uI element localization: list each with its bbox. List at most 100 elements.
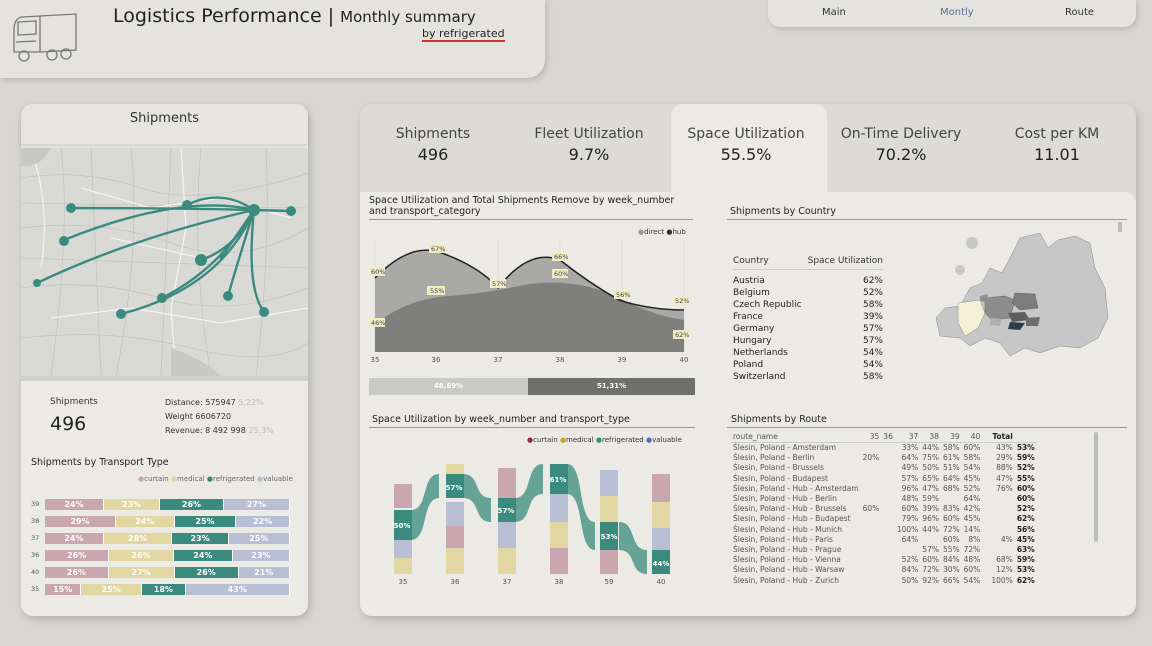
- transport-bar-segment[interactable]: 26%: [174, 567, 239, 578]
- transport-bar-segment[interactable]: 29%: [45, 516, 117, 527]
- route-column-header[interactable]: 37: [908, 432, 919, 441]
- route-row[interactable]: Ślesin, Poland - Hub - Paris 64% 60% 8% 4% 45…: [731, 535, 1037, 545]
- transport-bar-segment[interactable]: 43%: [185, 584, 290, 595]
- transport-bar-segment[interactable]: 15%: [45, 584, 82, 595]
- transport-bar-row[interactable]: 29% 24% 25% 22%: [45, 516, 290, 527]
- transport-bar-segment[interactable]: 27%: [223, 499, 290, 510]
- ribbon-segment[interactable]: [394, 538, 412, 558]
- ribbon-segment[interactable]: [600, 496, 618, 522]
- ribbon-segment[interactable]: [498, 468, 516, 498]
- route-column-header[interactable]: Total: [992, 432, 1013, 441]
- ribbon-segment-refrigerated[interactable]: [394, 510, 412, 540]
- transport-bar-row[interactable]: 15% 25% 18% 43%: [45, 584, 290, 595]
- tab-fleet-utilization[interactable]: Fleet Utilization 9.7%: [534, 126, 644, 164]
- route-row[interactable]: Ślesin, Poland - Hub - Prague 57% 55% 72% 63…: [731, 545, 1037, 555]
- transport-bar-segment[interactable]: 26%: [45, 550, 110, 561]
- ribbon-chart[interactable]: 50% 57% 57% 61% 53% 44% 35 36 37 38 59 40: [369, 450, 695, 590]
- split-bar-hub[interactable]: 51,31%: [528, 378, 695, 395]
- transport-bar-segment[interactable]: 23%: [233, 550, 290, 561]
- transport-bar-segment[interactable]: 24%: [45, 499, 104, 510]
- transport-bar-row[interactable]: 24% 23% 26% 27%: [45, 499, 290, 510]
- route-row[interactable]: Ślesin, Poland - Amsterdam 33% 44% 58% 60% 43…: [731, 443, 1037, 453]
- route-column-header[interactable]: route_name: [733, 432, 778, 441]
- country-scrollbar[interactable]: [1118, 222, 1122, 232]
- ribbon-segment[interactable]: [652, 474, 670, 502]
- transport-bar-row[interactable]: 26% 26% 24% 23%: [45, 550, 290, 561]
- transport-bar-segment[interactable]: 24%: [116, 516, 175, 527]
- route-column-header[interactable]: 39: [950, 432, 960, 441]
- transport-bar-segment[interactable]: 24%: [173, 550, 234, 561]
- route-row[interactable]: Ślesin, Poland - Hub - Vienna 52% 60% 84% 48…: [731, 555, 1037, 565]
- ribbon-segment[interactable]: [550, 522, 568, 548]
- ribbon-segment[interactable]: [498, 548, 516, 574]
- ribbon-segment[interactable]: [446, 464, 464, 474]
- tab-cost-per-km[interactable]: Cost per KM 11.01: [1014, 126, 1100, 164]
- country-row[interactable]: France 39%: [733, 311, 883, 323]
- ribbon-segment-refrigerated[interactable]: [652, 550, 670, 574]
- route-column-header[interactable]: 40: [970, 432, 981, 441]
- transport-bar-segment[interactable]: 23%: [172, 533, 229, 544]
- route-row[interactable]: Ślesin, Poland - Hub - Amsterdam 96% 47% 68…: [731, 484, 1037, 494]
- transport-bar-segment[interactable]: 23%: [103, 499, 161, 510]
- split-bar-direct[interactable]: 48,69%: [369, 378, 528, 395]
- transport-bar-segment[interactable]: 24%: [45, 533, 104, 544]
- ribbon-segment[interactable]: [652, 528, 670, 550]
- ribbon-segment[interactable]: [600, 470, 618, 496]
- ribbon-segment[interactable]: [550, 494, 568, 522]
- transport-bar-segment[interactable]: 25%: [81, 584, 143, 595]
- transport-bar-segment[interactable]: 25%: [174, 516, 237, 527]
- ribbon-segment[interactable]: [498, 522, 516, 548]
- country-row[interactable]: Germany 57%: [733, 323, 883, 335]
- ribbon-segment[interactable]: [550, 548, 568, 574]
- route-column-header[interactable]: 35: [869, 432, 880, 441]
- route-scrollbar[interactable]: [1094, 432, 1098, 542]
- ribbon-segment[interactable]: [394, 484, 412, 508]
- tab-space-utilization[interactable]: Space Utilization 55.5%: [687, 126, 805, 164]
- route-row[interactable]: Ślesin, Poland - Brussels 49% 50% 51% 54% 88%…: [731, 463, 1037, 473]
- ribbon-segment[interactable]: [446, 548, 464, 574]
- route-row[interactable]: Ślesin, Poland - Budapest 57% 65% 64% 45% 47%…: [731, 474, 1037, 484]
- shipments-map[interactable]: [21, 148, 308, 376]
- country-row[interactable]: Austria 62%: [733, 275, 883, 287]
- transport-bar-segment[interactable]: 18%: [142, 584, 186, 595]
- route-row[interactable]: Ślesin, Poland - Hub - Zurich 50% 92% 66% 54…: [731, 576, 1037, 586]
- country-row[interactable]: Netherlands 54%: [733, 347, 883, 359]
- transport-bar-segment[interactable]: 21%: [238, 567, 290, 578]
- nav-main[interactable]: Main: [822, 7, 846, 18]
- transport-bar-segment[interactable]: 25%: [228, 533, 290, 544]
- ribbon-segment-refrigerated[interactable]: [550, 464, 568, 494]
- area-chart[interactable]: 60% 67% 57% 66% 56% 52% 46% 55% 60% 62% …: [369, 238, 693, 366]
- ribbon-segment[interactable]: [394, 558, 412, 574]
- route-row[interactable]: Ślesin, Poland - Hub - Warsaw 84% 72% 30% 60…: [731, 565, 1037, 575]
- tab-shipments[interactable]: Shipments 496: [395, 126, 471, 164]
- country-row[interactable]: Hungary 57%: [733, 335, 883, 347]
- route-column-header[interactable]: 36: [883, 432, 893, 441]
- country-row[interactable]: Belgium 52%: [733, 287, 883, 299]
- ribbon-segment[interactable]: [446, 526, 464, 548]
- ribbon-segment[interactable]: [446, 502, 464, 526]
- ribbon-segment-refrigerated[interactable]: [446, 474, 464, 498]
- country-row[interactable]: Poland 54%: [733, 359, 883, 371]
- transport-bar-segment[interactable]: 28%: [103, 533, 173, 544]
- ribbon-segment[interactable]: [652, 502, 670, 528]
- country-row[interactable]: Switzerland 58%: [733, 371, 883, 383]
- route-row[interactable]: Ślesin, Poland - Hub - Berlin 48% 59% 64% 60…: [731, 494, 1037, 504]
- route-row[interactable]: Ślesin, Poland - Hub - Budapest 79% 96% 60%…: [731, 514, 1037, 524]
- route-row[interactable]: Ślesin, Poland - Berlin 20% 64% 75% 61% 58% 29…: [731, 453, 1037, 463]
- transport-bar-segment[interactable]: 26%: [109, 550, 174, 561]
- route-row[interactable]: Ślesin, Poland - Hub - Brussels 60% 60% 39%…: [731, 504, 1037, 514]
- transport-bar-segment[interactable]: 26%: [45, 567, 109, 578]
- transport-bar-segment[interactable]: 26%: [160, 499, 224, 510]
- ribbon-segment-refrigerated[interactable]: [498, 498, 516, 522]
- transport-bar-row[interactable]: 24% 28% 23% 25%: [45, 533, 290, 544]
- transport-bar-segment[interactable]: 27%: [108, 567, 175, 578]
- route-column-header[interactable]: 38: [929, 432, 939, 441]
- nav-montly[interactable]: Montly: [940, 7, 974, 18]
- europe-map[interactable]: [930, 228, 1130, 373]
- ribbon-segment-refrigerated[interactable]: [600, 522, 618, 550]
- transport-bar-row[interactable]: 26% 27% 26% 21%: [45, 567, 290, 578]
- country-row[interactable]: Czech Republic 58%: [733, 299, 883, 311]
- transport-bar-segment[interactable]: 22%: [236, 516, 290, 527]
- route-row[interactable]: Ślesin, Poland - Hub - Munich 100% 44% 72% 1…: [731, 525, 1037, 535]
- nav-route[interactable]: Route: [1065, 7, 1095, 18]
